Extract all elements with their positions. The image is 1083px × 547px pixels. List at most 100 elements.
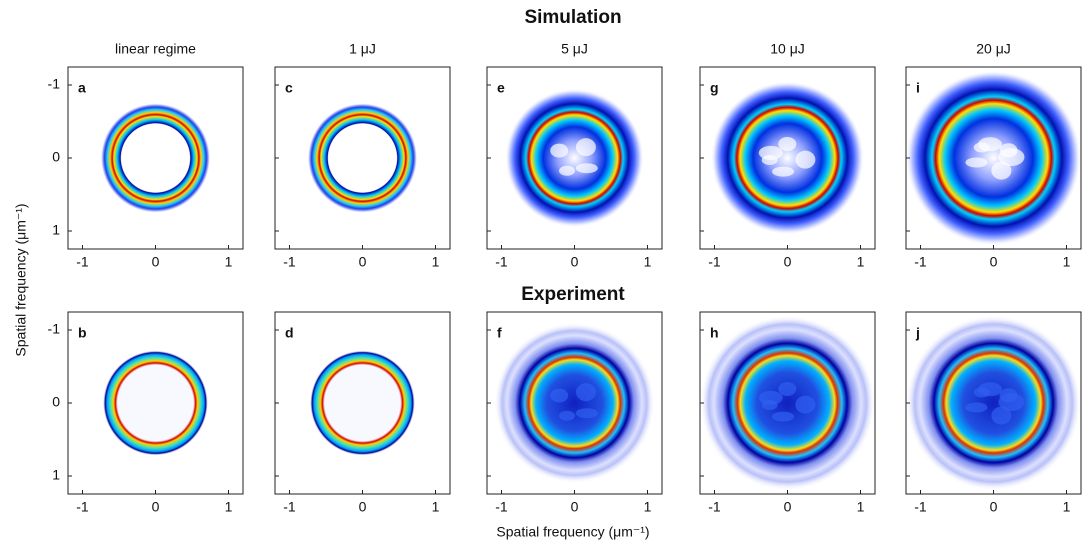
intensity-ring bbox=[309, 350, 416, 456]
column-header: 10 μJ bbox=[770, 41, 805, 57]
intensity-ring bbox=[700, 315, 875, 491]
panel-letter: a bbox=[78, 80, 86, 96]
x-tick-label: 1 bbox=[857, 254, 865, 270]
x-tick-label: -1 bbox=[495, 499, 508, 515]
x-tick-label: 1 bbox=[644, 499, 652, 515]
x-tick-label: -1 bbox=[283, 254, 296, 270]
x-tick-label: -1 bbox=[283, 499, 296, 515]
y-tick-label: 0 bbox=[52, 149, 60, 165]
speckle bbox=[559, 410, 576, 421]
speckle bbox=[795, 395, 816, 414]
x-tick-label: -1 bbox=[708, 254, 721, 270]
speckle bbox=[575, 408, 598, 419]
title-experiment: Experiment bbox=[521, 284, 625, 305]
panel-letter: i bbox=[916, 80, 920, 96]
x-tick-label: 1 bbox=[644, 254, 652, 270]
panel-image bbox=[505, 88, 644, 228]
intensity-ring bbox=[494, 322, 655, 484]
panel-image bbox=[309, 350, 416, 456]
panel-image bbox=[102, 350, 209, 456]
panel-image bbox=[710, 81, 865, 235]
speckle bbox=[575, 163, 598, 174]
speckle bbox=[772, 411, 795, 422]
x-tick-label: 1 bbox=[1063, 499, 1071, 515]
intensity-ring bbox=[100, 103, 211, 213]
speckle bbox=[778, 382, 797, 397]
x-tick-label: 0 bbox=[784, 499, 792, 515]
x-tick-label: 0 bbox=[784, 254, 792, 270]
x-tick-label: 0 bbox=[990, 499, 998, 515]
speckle bbox=[795, 150, 816, 169]
x-tick-label: -1 bbox=[914, 499, 927, 515]
speckle bbox=[550, 143, 569, 158]
speckle bbox=[991, 161, 1012, 180]
panel-image bbox=[307, 103, 418, 213]
x-tick-label: 0 bbox=[571, 254, 579, 270]
speckle bbox=[559, 165, 576, 176]
x-tick-label: -1 bbox=[495, 254, 508, 270]
x-tick-label: 0 bbox=[571, 499, 579, 515]
speckle bbox=[991, 406, 1012, 425]
panel-letter: g bbox=[710, 80, 719, 96]
x-tick-label: -1 bbox=[708, 499, 721, 515]
intensity-ring bbox=[906, 70, 1081, 246]
intensity-ring bbox=[710, 81, 865, 235]
panel-letter: h bbox=[710, 325, 719, 341]
panel-letter: e bbox=[497, 80, 505, 96]
x-tick-label: 1 bbox=[432, 499, 440, 515]
speckle bbox=[978, 382, 1003, 397]
speckle bbox=[778, 137, 797, 152]
x-tick-label: 1 bbox=[225, 499, 233, 515]
intensity-ring bbox=[505, 88, 644, 228]
speckle bbox=[998, 148, 1025, 167]
speckle bbox=[965, 157, 988, 168]
speckle bbox=[998, 393, 1025, 412]
panel-letter: b bbox=[78, 325, 87, 341]
column-header: linear regime bbox=[115, 41, 196, 57]
speckle bbox=[550, 388, 569, 403]
speckle bbox=[758, 145, 783, 160]
y-tick-label: 1 bbox=[52, 467, 60, 483]
x-tick-label: 0 bbox=[152, 254, 160, 270]
x-tick-label: -1 bbox=[914, 254, 927, 270]
panel-letter: d bbox=[285, 325, 294, 341]
y-axis-label: Spatial frequency (μm⁻¹) bbox=[13, 203, 29, 356]
x-tick-label: 0 bbox=[152, 499, 160, 515]
column-header: 20 μJ bbox=[976, 41, 1011, 57]
panel-image bbox=[906, 315, 1081, 491]
y-tick-label: 1 bbox=[52, 222, 60, 238]
x-axis-label: Spatial frequency (μm⁻¹) bbox=[496, 524, 649, 540]
x-tick-label: -1 bbox=[76, 499, 89, 515]
speckle bbox=[575, 383, 596, 402]
panel-image bbox=[494, 322, 655, 484]
speckle bbox=[772, 166, 795, 177]
speckle bbox=[575, 138, 596, 157]
x-tick-label: 1 bbox=[225, 254, 233, 270]
speckle bbox=[965, 402, 988, 413]
panel-image bbox=[700, 315, 875, 491]
speckle bbox=[978, 137, 1003, 152]
x-tick-label: 1 bbox=[432, 254, 440, 270]
speckle bbox=[758, 390, 783, 405]
x-tick-label: 1 bbox=[1063, 254, 1071, 270]
x-tick-label: 0 bbox=[359, 254, 367, 270]
intensity-ring bbox=[102, 350, 209, 456]
column-header: 5 μJ bbox=[561, 41, 588, 57]
panel-letter: j bbox=[915, 325, 920, 341]
panel-letter: f bbox=[497, 325, 502, 341]
x-tick-label: -1 bbox=[76, 254, 89, 270]
intensity-ring bbox=[307, 103, 418, 213]
x-tick-label: 0 bbox=[990, 254, 998, 270]
y-tick-label: 0 bbox=[52, 394, 60, 410]
panel-image bbox=[906, 70, 1081, 246]
title-simulation: Simulation bbox=[524, 7, 621, 28]
y-tick-label: -1 bbox=[48, 321, 61, 337]
panel-image bbox=[100, 103, 211, 213]
y-tick-label: -1 bbox=[48, 76, 61, 92]
x-tick-label: 1 bbox=[857, 499, 865, 515]
column-header: 1 μJ bbox=[349, 41, 376, 57]
panel-letter: c bbox=[285, 80, 293, 96]
x-tick-label: 0 bbox=[359, 499, 367, 515]
intensity-ring bbox=[906, 315, 1081, 491]
